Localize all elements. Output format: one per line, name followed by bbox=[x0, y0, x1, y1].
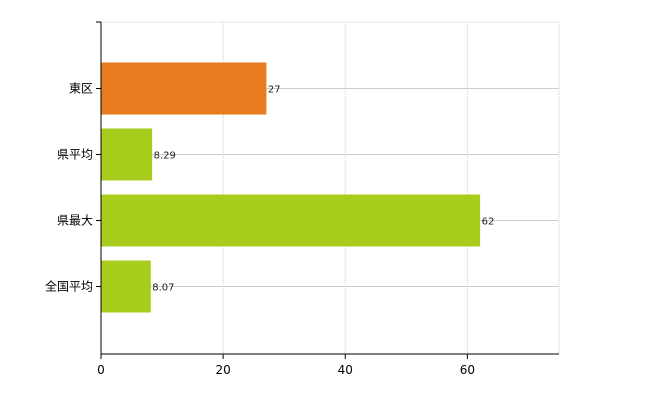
bar-1 bbox=[101, 128, 153, 181]
category-label-2: 県最大 bbox=[57, 214, 93, 228]
bar-0 bbox=[101, 62, 267, 115]
x-tick-label-40: 40 bbox=[338, 363, 353, 377]
axes bbox=[96, 21, 559, 359]
category-label-1: 県平均 bbox=[57, 148, 93, 162]
x-tick-label-60: 60 bbox=[460, 363, 475, 377]
data-label-0: 27 bbox=[268, 85, 281, 96]
x-tick-label-0: 0 bbox=[97, 363, 105, 377]
category-label-3: 全国平均 bbox=[45, 279, 93, 294]
data-label-2: 62 bbox=[482, 217, 495, 228]
x-tick-label-20: 20 bbox=[215, 363, 230, 377]
data-label-3: 8.07 bbox=[152, 283, 174, 294]
data-label-1: 8.29 bbox=[154, 151, 176, 162]
category-label-0: 東区 bbox=[69, 82, 93, 96]
bar-2 bbox=[101, 194, 481, 247]
bars bbox=[101, 62, 481, 313]
bar-3 bbox=[101, 260, 151, 313]
